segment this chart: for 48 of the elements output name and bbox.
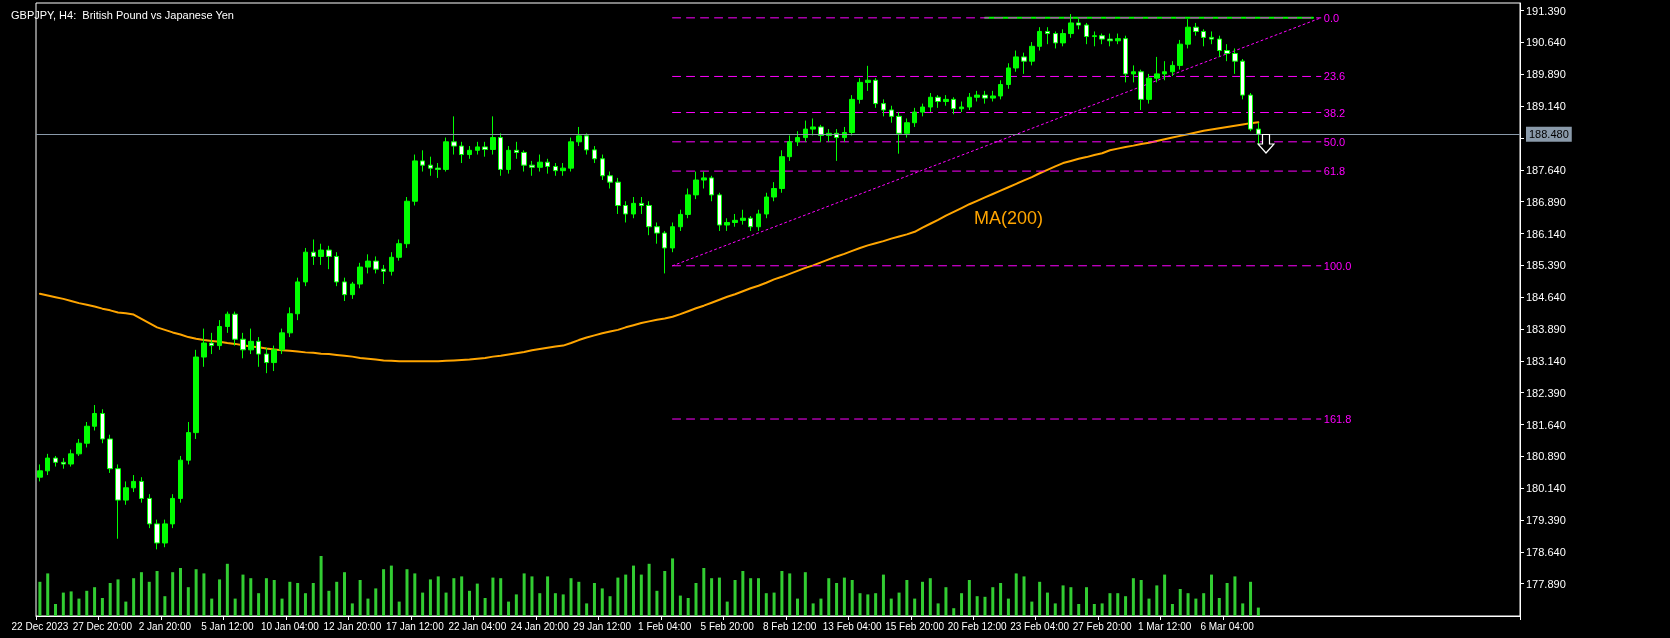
y-tick-label: 181.640 <box>1526 418 1566 431</box>
x-tick-label: 13 Feb 04:00 <box>822 620 883 632</box>
x-tick-label: 22 Jan 04:00 <box>448 620 507 632</box>
x-tick-label: 12 Jan 20:00 <box>323 620 382 632</box>
y-tick-label: 180.890 <box>1526 450 1566 463</box>
series-label: 0.0 <box>1323 11 1340 24</box>
y-tick-label: 183.140 <box>1526 354 1566 367</box>
x-tick-label: 15 Feb 20:00 <box>885 620 945 632</box>
x-tick-label: 20 Feb 12:00 <box>947 620 1008 632</box>
y-tick-label: 183.890 <box>1526 323 1566 336</box>
series-label: 161.8 <box>1323 413 1352 426</box>
series-label: 61.8 <box>1323 165 1346 178</box>
y-tick-label: 180.140 <box>1526 482 1566 495</box>
x-tick-label: 23 Feb 04:00 <box>1010 620 1070 632</box>
y-tick-label: 177.890 <box>1526 577 1566 590</box>
x-tick-label: 22 Dec 2023 <box>11 620 69 632</box>
x-tick-label: 1 Feb 04:00 <box>638 620 692 632</box>
y-tick-label: 179.390 <box>1526 514 1566 527</box>
series-label: 100.0 <box>1323 259 1352 272</box>
x-tick-label: 27 Dec 20:00 <box>72 620 133 632</box>
y-tick-label: 185.390 <box>1526 259 1566 272</box>
x-tick-label: 10 Jan 04:00 <box>260 620 320 632</box>
x-tick-label: 5 Jan 12:00 <box>201 620 254 632</box>
series-label: 23.6 <box>1323 70 1346 83</box>
y-tick-label: 189.890 <box>1526 68 1566 81</box>
series-label: 50.0 <box>1323 135 1346 148</box>
x-tick-label: 6 Mar 04:00 <box>1200 620 1255 632</box>
y-tick-label: 184.640 <box>1526 291 1566 304</box>
x-tick-label: 27 Feb 20:00 <box>1072 620 1133 632</box>
text: GBPJPY, H4: British Pound vs Japanese Yen <box>11 8 234 21</box>
y-tick-label: 187.640 <box>1526 163 1566 176</box>
y-tick-label: 186.890 <box>1526 195 1566 208</box>
x-tick-label: 5 Feb 20:00 <box>700 620 755 632</box>
y-tick-label: 178.640 <box>1526 545 1566 558</box>
series-label: MA(200) <box>973 208 1043 229</box>
y-tick-label: 182.390 <box>1526 386 1566 399</box>
x-tick-label: 24 Jan 20:00 <box>510 620 570 632</box>
x-tick-label: 1 Mar 12:00 <box>1137 620 1192 632</box>
series-label: 38.2 <box>1323 106 1346 119</box>
x-tick-label: 2 Jan 20:00 <box>138 620 192 632</box>
ref-line-label: 188.480 <box>1529 128 1569 141</box>
x-tick-label: 29 Jan 12:00 <box>573 620 632 632</box>
y-tick-label: 191.390 <box>1526 4 1566 17</box>
x-tick-label: 17 Jan 12:00 <box>385 620 445 632</box>
x-tick-label: 8 Feb 12:00 <box>763 620 817 632</box>
y-tick-label: 186.140 <box>1526 227 1566 240</box>
y-tick-label: 190.640 <box>1526 36 1566 49</box>
y-tick-label: 189.140 <box>1526 100 1566 113</box>
